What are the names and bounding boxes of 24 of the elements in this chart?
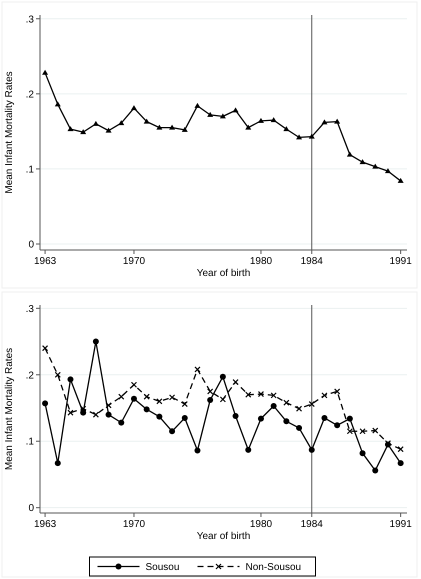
x-tick-label: 1991 — [390, 519, 412, 530]
x-tick-label: 1980 — [250, 519, 273, 530]
legend-label: Non-Sousou — [246, 562, 302, 573]
x-tick-label: 1970 — [122, 519, 146, 530]
x-tick-label: 1980 — [250, 256, 273, 267]
legend-label: Sousou — [146, 562, 180, 573]
x-tick-label: 1963 — [34, 256, 57, 267]
x-axis-title: Year of birth — [196, 268, 250, 279]
x-tick-label: 1984 — [300, 519, 324, 530]
y-tick-label: 0 — [28, 503, 34, 514]
y-tick-label: .3 — [26, 14, 34, 26]
y-tick-label: .2 — [26, 370, 34, 382]
x-tick-label: 1991 — [390, 256, 412, 267]
y-tick-label: .3 — [26, 304, 34, 315]
x-axis-title: Year of birth — [196, 531, 250, 542]
x-tick-label: 1984 — [300, 256, 324, 267]
y-axis-title: Mean Infant Mortality Rates — [4, 71, 15, 194]
y-tick-label: .2 — [26, 89, 34, 100]
y-tick-label: .1 — [26, 164, 34, 176]
x-tick-label: 1963 — [34, 519, 57, 530]
y-tick-label: 0 — [28, 239, 34, 250]
y-tick-label: .1 — [26, 436, 34, 448]
x-tick-label: 1970 — [122, 256, 146, 267]
y-axis-title: Mean Infant Mortality Rates — [4, 348, 15, 470]
